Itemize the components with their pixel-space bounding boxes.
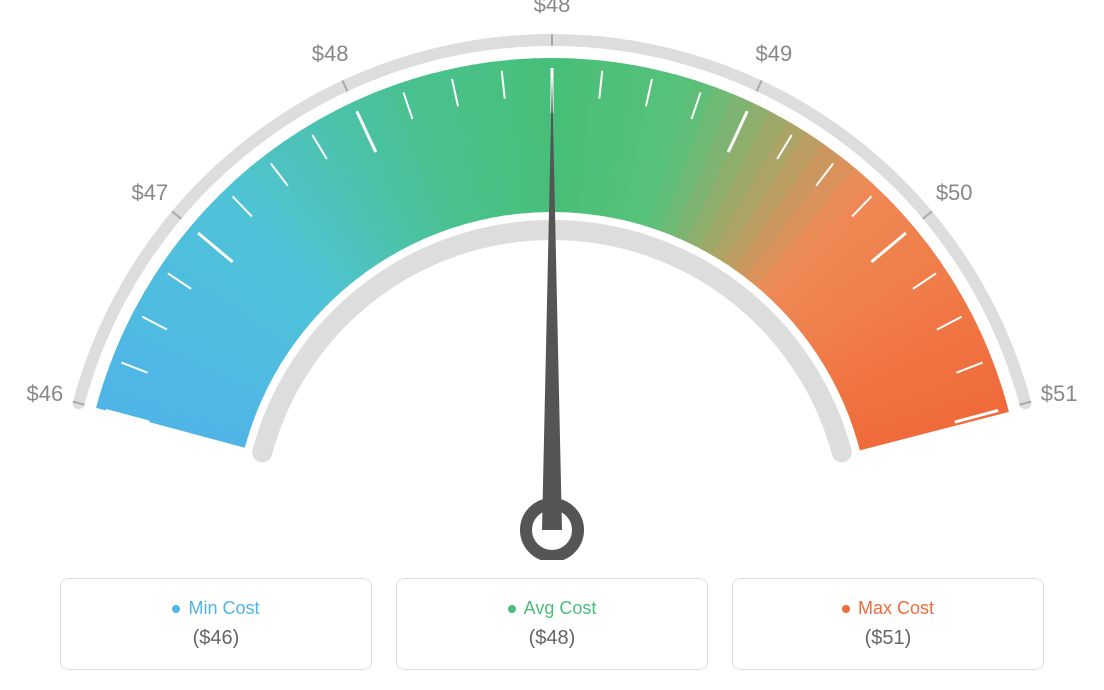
gauge-tick-label: $48 xyxy=(534,0,571,18)
legend-title-row: Max Cost xyxy=(842,598,934,619)
legend-title-row: Min Cost xyxy=(172,598,259,619)
legend-dot-icon xyxy=(172,605,180,613)
legend-title: Max Cost xyxy=(858,598,934,619)
legend-row: Min Cost ($46) Avg Cost ($48) Max Cost ($51) xyxy=(0,578,1104,670)
legend-card: Max Cost ($51) xyxy=(732,578,1044,670)
legend-value: ($51) xyxy=(865,627,912,650)
gauge-tick-label: $49 xyxy=(756,41,793,67)
gauge-tick-label: $51 xyxy=(1041,381,1078,407)
gauge-tick-label: $46 xyxy=(27,381,64,407)
legend-value: ($46) xyxy=(193,627,240,650)
legend-card: Avg Cost ($48) xyxy=(396,578,708,670)
gauge-tick-label: $50 xyxy=(936,180,973,206)
legend-title-row: Avg Cost xyxy=(508,598,597,619)
legend-dot-icon xyxy=(842,605,850,613)
legend-title: Avg Cost xyxy=(524,598,597,619)
legend-value: ($48) xyxy=(529,627,576,650)
gauge-chart-container: $46 $47 $48 $48 $49 $50 $51 Min Cost ($46) Avg C… xyxy=(0,0,1104,690)
legend-card: Min Cost ($46) xyxy=(60,578,372,670)
legend-title: Min Cost xyxy=(188,598,259,619)
gauge-tick-label: $47 xyxy=(131,180,168,206)
gauge-tick-label: $48 xyxy=(312,41,349,67)
gauge-area: $46 $47 $48 $48 $49 $50 $51 xyxy=(0,0,1104,560)
gauge-svg xyxy=(0,0,1104,560)
legend-dot-icon xyxy=(508,605,516,613)
